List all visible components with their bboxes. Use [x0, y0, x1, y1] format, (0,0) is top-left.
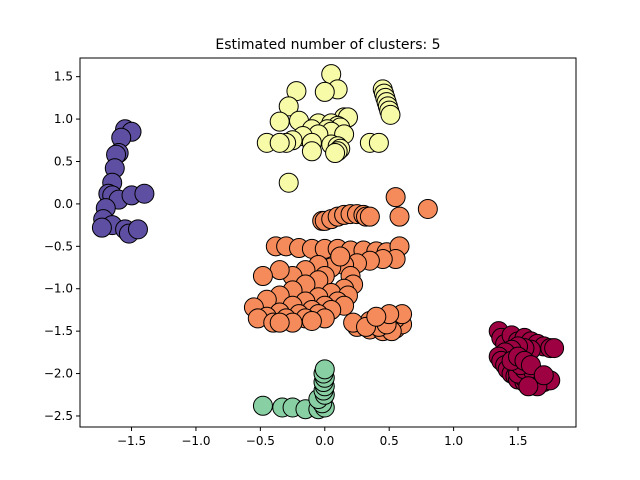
cluster-0-point-35	[325, 143, 346, 164]
cluster-3-point-40	[533, 365, 554, 386]
y-tick-label: −2.0	[44, 367, 73, 381]
y-tick-label: −1.0	[44, 282, 73, 296]
cluster-1-point-10	[385, 187, 406, 208]
cluster-0-point-3	[314, 81, 335, 102]
x-tick-label: −1.0	[181, 434, 210, 448]
y-tick-label: 0.0	[54, 197, 73, 211]
cluster-1-point-30	[330, 246, 351, 267]
x-tick-label: −0.5	[246, 434, 275, 448]
cluster-1-point-9	[359, 206, 380, 227]
cluster-1-point-12	[417, 198, 438, 219]
cluster-2-point-15	[91, 217, 112, 238]
y-tick-label: −1.5	[44, 324, 73, 338]
cluster-4-point-0	[252, 395, 273, 416]
cluster-0-point-14	[269, 111, 290, 132]
axes-frame	[79, 57, 577, 428]
chart-title: Estimated number of clusters: 5	[215, 37, 440, 53]
cluster-3-point-39	[518, 376, 539, 397]
cluster-1-point-11	[389, 206, 410, 227]
cluster-1-point-34	[269, 260, 290, 281]
x-tick-label: 0.0	[315, 434, 334, 448]
cluster-1-point-65	[269, 312, 290, 333]
y-tick-label: 1.0	[54, 112, 73, 126]
y-tick-label: −2.5	[44, 409, 73, 423]
cluster-0-point-38	[368, 132, 389, 153]
x-tick-label: 1.0	[444, 434, 463, 448]
cluster-0-point-39	[278, 172, 299, 193]
y-axis: 1.5 1.0 0.5 0.0 −0.5 −1.0 −1.5 −2.0 −2.5	[44, 70, 80, 423]
cluster-0-point-4	[278, 96, 299, 117]
y-tick-label: 0.5	[54, 154, 73, 168]
cluster-0-point-36	[301, 141, 322, 162]
x-tick-label: 1.5	[508, 434, 527, 448]
x-tick-label: 0.5	[380, 434, 399, 448]
cluster-2-point-18	[127, 219, 148, 240]
cluster-3-point-10	[544, 338, 565, 359]
cluster-0-point-13	[380, 104, 401, 125]
cluster-1-point-67	[301, 310, 322, 331]
x-tick-label: −1.5	[117, 434, 146, 448]
y-tick-label: −0.5	[44, 239, 73, 253]
cluster-1-point-35	[252, 266, 273, 287]
cluster-0-point-29	[269, 132, 290, 153]
plot-area	[91, 64, 565, 420]
cluster-2-point-11	[134, 183, 155, 204]
cluster-4-point-14	[314, 359, 335, 380]
cluster-1-point-83	[366, 306, 387, 327]
x-axis: −1.5 −1.0 −0.5 0.0 0.5 1.0 1.5	[117, 427, 528, 448]
y-tick-label: 1.5	[54, 70, 73, 84]
